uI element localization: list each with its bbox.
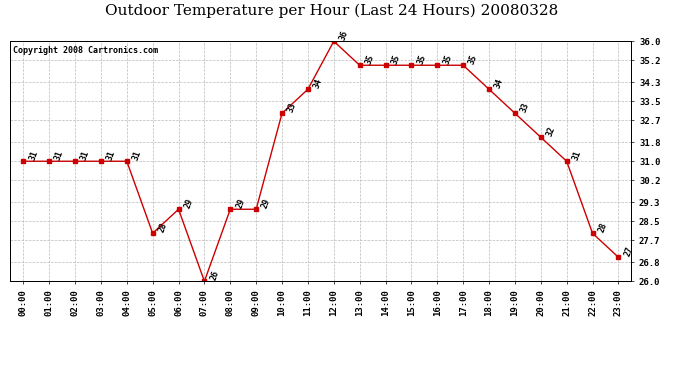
Text: 33: 33 — [286, 101, 298, 114]
Text: 26: 26 — [208, 269, 221, 282]
Text: 29: 29 — [260, 197, 273, 210]
Text: 31: 31 — [105, 149, 117, 162]
Text: Outdoor Temperature per Hour (Last 24 Hours) 20080328: Outdoor Temperature per Hour (Last 24 Ho… — [105, 4, 558, 18]
Text: 29: 29 — [183, 197, 195, 210]
Text: 31: 31 — [28, 149, 39, 162]
Text: 35: 35 — [364, 53, 376, 66]
Text: 31: 31 — [53, 149, 66, 162]
Text: 31: 31 — [131, 149, 143, 162]
Text: 29: 29 — [235, 197, 246, 210]
Text: 33: 33 — [519, 101, 531, 114]
Text: 36: 36 — [338, 29, 350, 42]
Text: 34: 34 — [493, 77, 505, 90]
Text: 34: 34 — [312, 77, 324, 90]
Text: 28: 28 — [597, 221, 609, 234]
Text: Copyright 2008 Cartronics.com: Copyright 2008 Cartronics.com — [14, 46, 159, 55]
Text: 32: 32 — [545, 125, 557, 138]
Text: 28: 28 — [157, 221, 169, 234]
Text: 27: 27 — [622, 245, 635, 258]
Text: 31: 31 — [79, 149, 91, 162]
Text: 31: 31 — [571, 149, 583, 162]
Text: 35: 35 — [442, 53, 453, 66]
Text: 35: 35 — [390, 53, 402, 66]
Text: 35: 35 — [415, 53, 428, 66]
Text: 35: 35 — [467, 53, 480, 66]
